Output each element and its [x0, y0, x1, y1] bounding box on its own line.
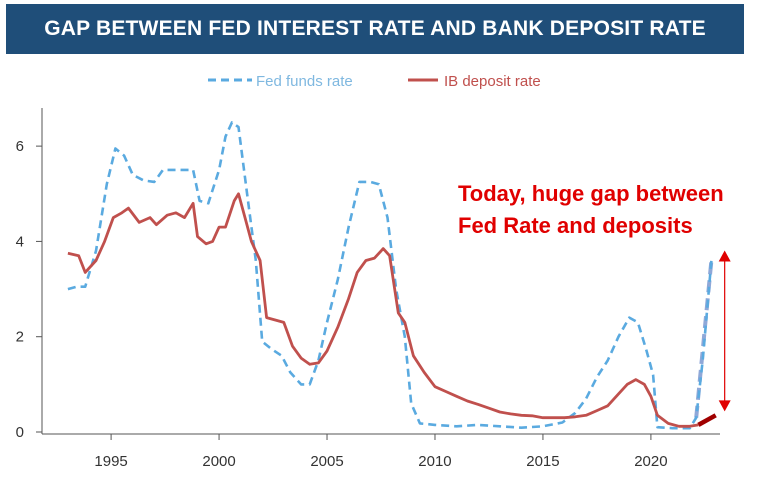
x-tick-label: 2010: [418, 453, 451, 470]
x-tick-label: 2000: [202, 453, 235, 470]
y-tick-label: 2: [16, 329, 24, 346]
x-tick-label: 2015: [526, 453, 559, 470]
annotation-line-2: Fed Rate and deposits: [458, 213, 693, 238]
x-tick-label: 2020: [634, 453, 667, 470]
annotation-line-1: Today, huge gap between: [458, 181, 724, 206]
legend-label-fed-funds: Fed funds rate: [256, 73, 353, 90]
series-layer: [67, 121, 717, 430]
chart-title: GAP BETWEEN FED INTEREST RATE AND BANK D…: [44, 17, 706, 40]
axes: 1995 2000 2005 2010 2015 2020 0 2 4 6: [16, 108, 720, 470]
y-tick-label: 4: [16, 233, 24, 250]
gap-arrow-head-bottom: [718, 400, 731, 412]
x-tick-label: 1995: [94, 453, 127, 470]
series-line-1: [67, 192, 699, 428]
legend-label-ib-deposit: IB deposit rate: [444, 73, 541, 90]
title-banner: GAP BETWEEN FED INTEREST RATE AND BANK D…: [6, 4, 744, 54]
gap-marker-layer: [718, 250, 731, 412]
legend: Fed funds rate IB deposit rate: [208, 73, 541, 90]
annotation-text: Today, huge gap between Fed Rate and dep…: [458, 178, 724, 242]
y-tick-label: 0: [16, 424, 24, 441]
gap-arrow-head-top: [718, 250, 731, 262]
series-line-0: [67, 121, 713, 430]
y-tick-label: 6: [16, 138, 24, 155]
series-line-3: [697, 413, 717, 427]
x-tick-label: 2005: [310, 453, 343, 470]
